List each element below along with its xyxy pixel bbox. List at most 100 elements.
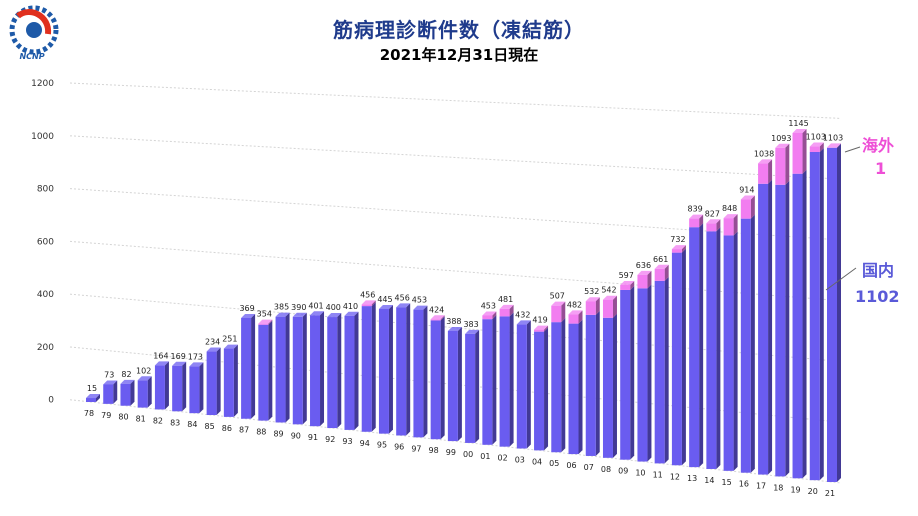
y-tick-label: 400: [37, 290, 54, 300]
data-label: 102: [136, 366, 151, 375]
bar-90: [292, 312, 307, 425]
bar-domestic-side: [440, 316, 445, 440]
x-tick-label: 83: [170, 418, 180, 427]
bar-domestic-side: [544, 327, 549, 451]
x-tick-label: 16: [739, 480, 749, 489]
x-tick-label: 11: [653, 470, 663, 479]
bar-domestic-side: [302, 312, 307, 425]
bar-11: [654, 264, 669, 464]
bar-92: [327, 313, 342, 429]
data-label: 410: [343, 302, 358, 311]
bar-top: [310, 311, 325, 316]
abroad-label: 海外: [862, 136, 894, 155]
bar-domestic: [447, 330, 458, 442]
bar-abroad: [740, 199, 751, 219]
bar-domestic: [827, 147, 837, 482]
bar-top: [637, 270, 652, 275]
bar-domestic: [758, 183, 769, 475]
bar-domestic-side: [750, 214, 755, 473]
bar-domestic-side: [182, 361, 187, 412]
bar-domestic: [551, 322, 562, 453]
y-tick-label: 600: [37, 237, 54, 247]
bar-domestic-side: [768, 179, 773, 475]
bar-domestic-side: [147, 376, 152, 408]
x-tick-label: 95: [377, 441, 387, 450]
bar-abroad: [758, 163, 769, 184]
data-label: 385: [274, 303, 289, 312]
x-tick-label: 90: [291, 431, 301, 440]
bar-top: [430, 315, 445, 320]
data-label: 482: [567, 300, 582, 309]
y-axis-ticks: 0 200 400 600 800 1000 1200: [31, 79, 54, 406]
data-label: 15: [87, 384, 97, 393]
bar-domestic-side: [371, 302, 376, 432]
x-tick-label: 20: [808, 487, 818, 496]
bar-20: [809, 142, 824, 481]
bar-domestic: [154, 365, 165, 410]
bar-13: [689, 214, 704, 468]
bar-domestic-side: [406, 303, 411, 436]
bar-abroad-side: [509, 304, 514, 317]
bar-abroad-side: [819, 142, 824, 152]
bar-top: [723, 214, 738, 219]
bar-85: [206, 347, 221, 416]
bar-domestic-side: [285, 312, 290, 423]
x-tick-label: 01: [480, 452, 490, 461]
x-tick-label: 80: [118, 413, 128, 422]
bar-domestic: [465, 333, 476, 443]
bar-00: [465, 329, 480, 443]
bar-domestic-side: [578, 319, 583, 455]
bar-top: [482, 311, 497, 316]
bar-88: [258, 319, 273, 421]
bar-domestic: [585, 314, 596, 456]
data-label: 251: [222, 335, 237, 344]
bar-03: [516, 320, 531, 449]
bar-domestic-side: [819, 147, 824, 481]
data-label: 456: [360, 290, 375, 299]
bar-domestic: [137, 380, 148, 408]
data-label: 1145: [788, 119, 808, 128]
bar-top: [447, 326, 462, 331]
bar-abroad: [706, 223, 717, 232]
y-tick-label: 200: [37, 343, 54, 353]
x-tick-label: 02: [497, 454, 507, 463]
x-tick-label: 81: [136, 415, 146, 424]
data-label: 848: [722, 204, 737, 213]
bar-domestic: [689, 227, 700, 468]
data-label: 445: [377, 295, 392, 304]
bar-top: [327, 313, 342, 318]
abroad-count: 1: [875, 159, 886, 178]
y-tick-label: 1000: [31, 132, 54, 142]
bar-domestic-side: [475, 329, 480, 443]
bar-top: [103, 380, 118, 385]
bar-abroad: [620, 284, 631, 290]
domestic-label: 国内: [862, 261, 894, 280]
bar-abroad: [551, 305, 562, 323]
x-tick-label: 89: [273, 429, 283, 438]
data-label: 839: [687, 205, 702, 214]
x-tick-label: 13: [687, 474, 697, 483]
bar-95: [378, 304, 393, 434]
bar-top: [706, 219, 721, 224]
data-label: 73: [104, 370, 114, 379]
bar-abroad: [637, 274, 648, 289]
bar-domestic-side: [457, 326, 462, 442]
data-label: 507: [550, 292, 565, 301]
data-label: 456: [395, 293, 410, 302]
bar-domestic: [482, 319, 493, 445]
bar-domestic-side: [664, 276, 669, 464]
bar-domestic-side: [733, 231, 738, 471]
bar-abroad-side: [681, 245, 686, 253]
bar-domestic-side: [699, 223, 704, 468]
bar-abroad: [585, 301, 596, 315]
bar-abroad-side: [837, 143, 841, 148]
bar-domestic-side: [802, 169, 807, 479]
bar-abroad-side: [699, 214, 704, 228]
data-label: 636: [636, 261, 651, 270]
bar-domestic-side: [492, 315, 497, 445]
y-tick-label: 1200: [31, 79, 54, 89]
x-tick-label: 06: [566, 461, 576, 470]
bar-top: [361, 300, 376, 305]
bar-top: [551, 301, 566, 306]
bar-domestic: [241, 317, 252, 419]
